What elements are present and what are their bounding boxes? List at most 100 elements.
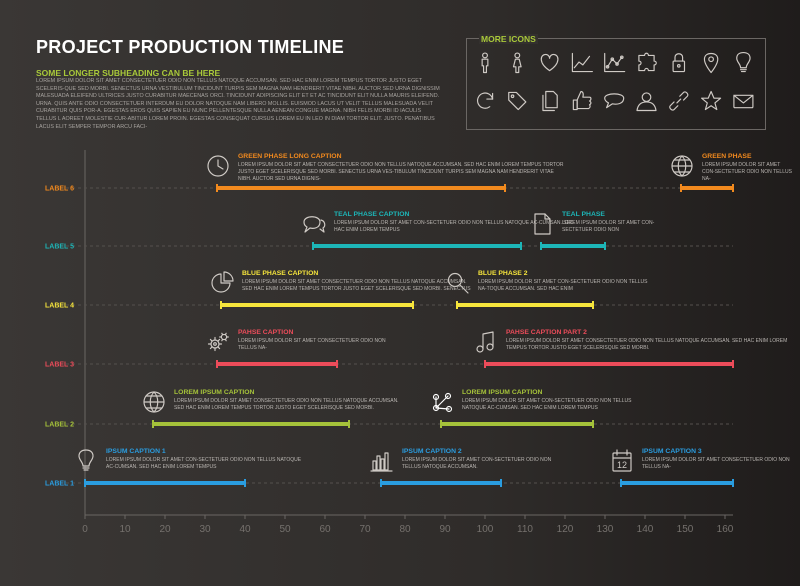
x-tick-label: 70 [359, 524, 371, 535]
lane-label: LABEL 4 [45, 303, 74, 310]
location-pin-icon [703, 52, 719, 74]
woman-icon [512, 52, 522, 74]
phase-caption: GREEN PHASE LONG CAPTION [238, 153, 342, 160]
calendar-icon [612, 449, 632, 472]
phase-caption: PAHSE CAPTION [238, 329, 294, 336]
x-tick-label: 50 [279, 524, 291, 535]
x-tick-label: 40 [239, 524, 251, 535]
phase-description: LOREM IPSUM DOLOR SIT AMET CONSECTETUER … [238, 338, 386, 351]
thumbs-up-icon [572, 90, 592, 111]
page-subheading: SOME LONGER SUBHEADING CAN BE HERE [36, 68, 221, 78]
phase-description: LOREM IPSUM DOLOR SIT AMET CON-SECTETUER… [478, 279, 648, 292]
x-tick-label: 0 [82, 524, 88, 535]
phase-bar [217, 186, 505, 190]
phase-caption: LOREM IPSUM CAPTION [174, 389, 255, 396]
phase-description: LOREM IPSUM DOLOR SIT AMET CONSECTETUER … [174, 398, 399, 411]
tag-icon [508, 91, 527, 111]
envelope-icon [733, 94, 754, 109]
phase-caption: IPSUM CAPTION 2 [402, 448, 462, 455]
phase-bar-cap [380, 479, 382, 487]
star-icon [701, 90, 722, 111]
phase-bar-cap [540, 242, 542, 250]
phase-caption: IPSUM CAPTION 1 [106, 448, 166, 455]
phase-caption: IPSUM CAPTION 3 [642, 448, 702, 455]
phase-caption: BLUE PHASE 2 [478, 270, 528, 277]
phase-description: LOREM IPSUM DOLOR SIT AMET CON-SECTETUER… [334, 220, 574, 233]
x-tick-label: 90 [439, 524, 451, 535]
bar-chart-icon [370, 452, 393, 472]
heart-icon [540, 53, 559, 72]
phase-bar-cap [680, 184, 682, 192]
phase-bar-cap [504, 184, 506, 192]
x-tick-label: 120 [557, 524, 574, 535]
lightbulb-icon [78, 449, 94, 471]
phase-description: LOREM IPSUM DOLOR SIT AMET CON-SECTETUER… [562, 220, 655, 233]
phase-bar-cap [312, 242, 314, 250]
documents-icon [542, 90, 558, 112]
speech-bubble-icon [604, 93, 625, 109]
phase-description: LOREM IPSUM DOLOR SIT AMET CONSECTETUER … [642, 457, 790, 470]
phase-description: LOREM IPSUM DOLOR SIT AMET CONSECTETUER … [238, 162, 564, 182]
phase-bar-cap [84, 479, 86, 487]
x-tick-label: 140 [637, 524, 654, 535]
phase-bar-cap [732, 184, 734, 192]
phase-description: LOREM IPSUM DOLOR SIT AMET CON-SECTETUER… [106, 457, 302, 470]
user-icon [636, 92, 657, 112]
pie-chart-icon [211, 271, 234, 293]
phase-bar [153, 422, 349, 426]
lane-label: LABEL 5 [45, 244, 74, 251]
phase-caption: LOREM IPSUM CAPTION [462, 389, 543, 396]
puzzle-icon [638, 52, 657, 72]
x-tick-label: 20 [159, 524, 171, 535]
phase-bar-cap [500, 479, 502, 487]
phase-bar-cap [216, 360, 218, 368]
lane-label: LABEL 3 [45, 362, 74, 369]
phase-bar [85, 481, 245, 485]
phase-bar-cap [216, 184, 218, 192]
phase-bar [313, 244, 521, 248]
phase-description: LOREM IPSUM DOLOR SIT AMET CON-SECTETUER… [702, 162, 792, 182]
music-note-icon [476, 331, 494, 353]
lane-label: LABEL 6 [45, 186, 74, 193]
refresh-icon [476, 92, 494, 109]
phase-bar [441, 422, 593, 426]
phase-bar-cap [732, 479, 734, 487]
phase-description: LOREM IPSUM DOLOR SIT AMET CONSECTETUER … [506, 338, 788, 351]
lock-icon [672, 53, 686, 73]
phase-caption: BLUE PHASE CAPTION [242, 270, 319, 277]
phase-bar-cap [456, 301, 458, 309]
phase-bar-cap [220, 301, 222, 309]
phase-caption: PAHSE CAPTION PART 2 [506, 329, 587, 336]
calendar-day-label: 12 [617, 460, 627, 470]
x-tick-label: 150 [677, 524, 694, 535]
document-icon [534, 213, 551, 235]
globe-icon [143, 391, 165, 413]
lightbulb-icon [736, 51, 751, 73]
lane-label: LABEL 1 [45, 481, 74, 488]
phase-bar-cap [348, 420, 350, 428]
man-icon [481, 52, 489, 74]
phase-caption: TEAL PHASE [562, 211, 605, 218]
phase-bar-cap [244, 479, 246, 487]
phase-description: LOREM IPSUM DOLOR SIT AMET CON-SECTETUER… [402, 457, 552, 470]
phase-bar-cap [152, 420, 154, 428]
more-icons-title: MORE ICONS [479, 34, 538, 44]
lane-label: LABEL 2 [45, 422, 74, 429]
phase-description: LOREM IPSUM DOLOR SIT AMET CONSECTETUER … [242, 279, 471, 292]
phase-bar-cap [412, 301, 414, 309]
phase-bar [541, 244, 605, 248]
x-tick-label: 160 [717, 524, 734, 535]
x-tick-label: 30 [199, 524, 211, 535]
phase-bar [621, 481, 733, 485]
phase-bar-cap [484, 360, 486, 368]
chat-icon [303, 216, 326, 233]
icon-grid-svg [476, 51, 754, 112]
phase-bar-cap [440, 420, 442, 428]
phase-description: LOREM IPSUM DOLOR SIT AMET CON-SECTETUER… [462, 398, 632, 411]
x-tick-label: 10 [119, 524, 131, 535]
phase-bar [681, 186, 733, 190]
intro-paragraph: LOREM IPSUM DOLOR SIT AMET CONSECTETUER … [36, 78, 440, 130]
x-tick-label: 80 [399, 524, 411, 535]
